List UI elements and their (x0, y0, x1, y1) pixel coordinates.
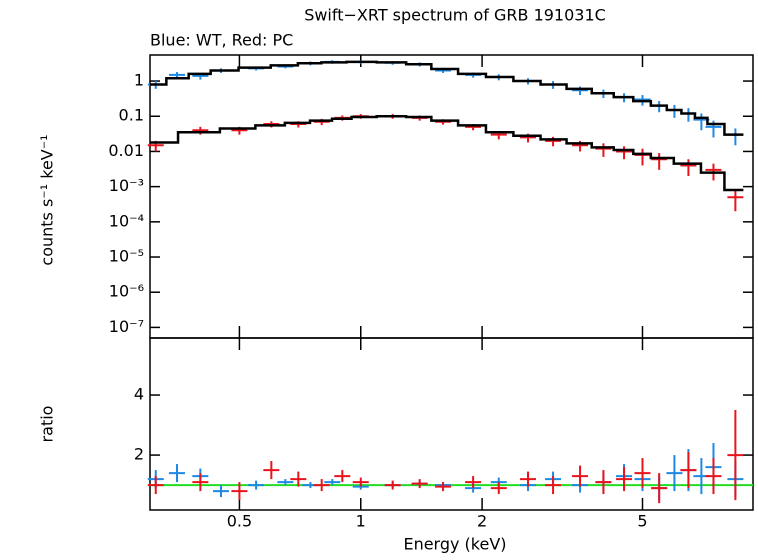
chart-title: Swift−XRT spectrum of GRB 191031C (304, 6, 606, 25)
error-bar (634, 458, 651, 489)
error-bar (324, 479, 341, 486)
error-bar (616, 467, 633, 492)
error-bar (290, 471, 307, 487)
y-tick-label: 0.01 (108, 141, 144, 160)
error-bar (595, 143, 612, 157)
error-bar (465, 476, 482, 489)
y-tick-label: 10⁻⁵ (109, 247, 144, 266)
x-axis-label: Energy (keV) (403, 535, 506, 554)
error-bar (680, 452, 697, 489)
error-bar (263, 461, 280, 480)
y-tick-label: 10⁻³ (109, 176, 144, 195)
y-tick-label: 0.1 (119, 106, 144, 125)
error-bar (490, 482, 507, 495)
error-bar (666, 455, 683, 492)
y-tick-label: 1 (134, 71, 144, 90)
error-bar (212, 485, 229, 498)
error-bar (727, 410, 744, 501)
error-bar (545, 476, 562, 495)
error-bar (384, 480, 401, 490)
error-bar (192, 473, 209, 492)
error-bar (168, 464, 185, 483)
y-tick-label: 10⁻⁷ (109, 317, 144, 336)
error-bar (616, 146, 633, 160)
error-bar (248, 480, 265, 490)
error-bar (727, 128, 744, 146)
error-bar (277, 479, 294, 486)
y-tick-label: 10⁻⁴ (109, 211, 144, 230)
error-bar (334, 470, 351, 483)
y-axis-label: ratio (38, 406, 57, 443)
model-line (150, 60, 744, 136)
error-bar (651, 473, 668, 504)
error-bar (727, 190, 744, 212)
y-axis-label: counts s⁻¹ keV⁻¹ (38, 134, 57, 265)
chart-subtitle: Blue: WT, Red: PC (150, 31, 293, 50)
y-tick-label: 2 (134, 445, 144, 464)
x-tick-label: 2 (477, 512, 487, 531)
error-bar (666, 104, 683, 118)
x-tick-label: 0.5 (227, 512, 252, 531)
error-bar (651, 153, 668, 170)
error-bar (634, 148, 651, 166)
plot-frame (149, 54, 754, 339)
error-bar (595, 470, 612, 495)
error-bar (231, 482, 248, 501)
error-bar (572, 465, 589, 487)
error-bar (435, 482, 452, 492)
error-bar (520, 471, 537, 487)
plot-frame (149, 337, 754, 511)
error-bar (680, 159, 697, 177)
x-tick-label: 1 (356, 512, 366, 531)
error-bar (411, 479, 428, 489)
error-bar (313, 479, 330, 492)
model-line (150, 114, 744, 192)
y-tick-label: 10⁻⁶ (109, 282, 144, 301)
x-tick-label: 5 (637, 512, 647, 531)
error-bar (352, 477, 369, 487)
error-bar (705, 458, 722, 495)
error-bar (147, 476, 164, 495)
y-tick-label: 4 (134, 385, 144, 404)
